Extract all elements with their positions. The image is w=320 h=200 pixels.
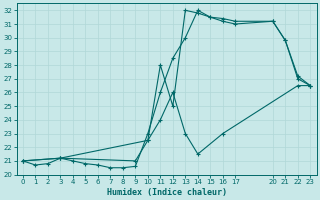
X-axis label: Humidex (Indice chaleur): Humidex (Indice chaleur) — [107, 188, 227, 197]
